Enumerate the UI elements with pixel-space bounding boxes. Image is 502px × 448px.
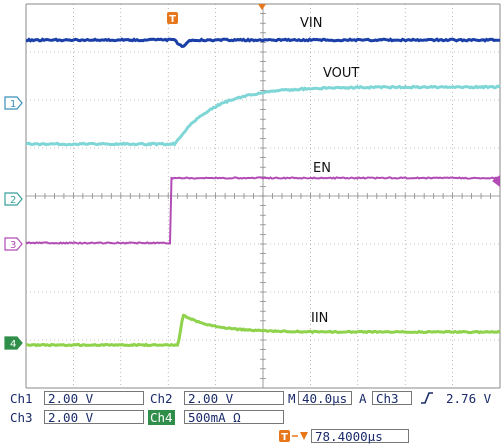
- ch4-scale[interactable]: 500mA Ω: [184, 410, 284, 424]
- ch1-name: Ch1: [10, 391, 33, 406]
- trigger-position-marker[interactable]: T: [167, 12, 178, 25]
- svg-text:T: T: [281, 432, 288, 443]
- ch2-scale[interactable]: 2.00 V: [184, 391, 284, 405]
- vin-label: VIN: [300, 16, 322, 31]
- iin-label: IIN: [311, 311, 328, 326]
- status-readout: Ch1 2.00 V Ch2 2.00 V M 40.0µs A Ch3 2.7…: [0, 390, 502, 448]
- svg-text:1: 1: [10, 99, 16, 110]
- vout-label: VOUT: [323, 66, 359, 81]
- ch2-name: Ch2: [150, 391, 173, 406]
- rising-edge-icon: [420, 392, 434, 404]
- ch3-marker[interactable]: 3: [5, 238, 22, 251]
- ch2-marker[interactable]: 2: [5, 193, 22, 206]
- svg-text:T: T: [169, 14, 176, 25]
- en-label: EN: [313, 161, 331, 176]
- trigger-level-arrow-top: [258, 4, 266, 10]
- ch1-marker[interactable]: 1: [5, 97, 22, 110]
- timebase-label: M: [288, 391, 296, 406]
- timebase-scale[interactable]: 40.0µs: [298, 391, 352, 405]
- trigger-T-icon: T: [279, 429, 309, 443]
- ch3-scale[interactable]: 2.00 V: [44, 410, 144, 424]
- ch3-name: Ch3: [10, 410, 33, 425]
- svg-text:2: 2: [10, 195, 16, 206]
- ch4-marker[interactable]: 4: [5, 337, 22, 350]
- ch4-name: Ch4: [148, 410, 175, 425]
- trigger-source[interactable]: Ch3: [372, 391, 412, 405]
- trigger-position[interactable]: 78.4000µs: [311, 429, 409, 443]
- svg-text:4: 4: [10, 339, 16, 350]
- ch1-scale[interactable]: 2.00 V: [44, 391, 144, 405]
- trigger-level: 2.76 V: [446, 391, 491, 406]
- acquisition-label: A: [359, 391, 367, 406]
- svg-text:3: 3: [10, 240, 16, 251]
